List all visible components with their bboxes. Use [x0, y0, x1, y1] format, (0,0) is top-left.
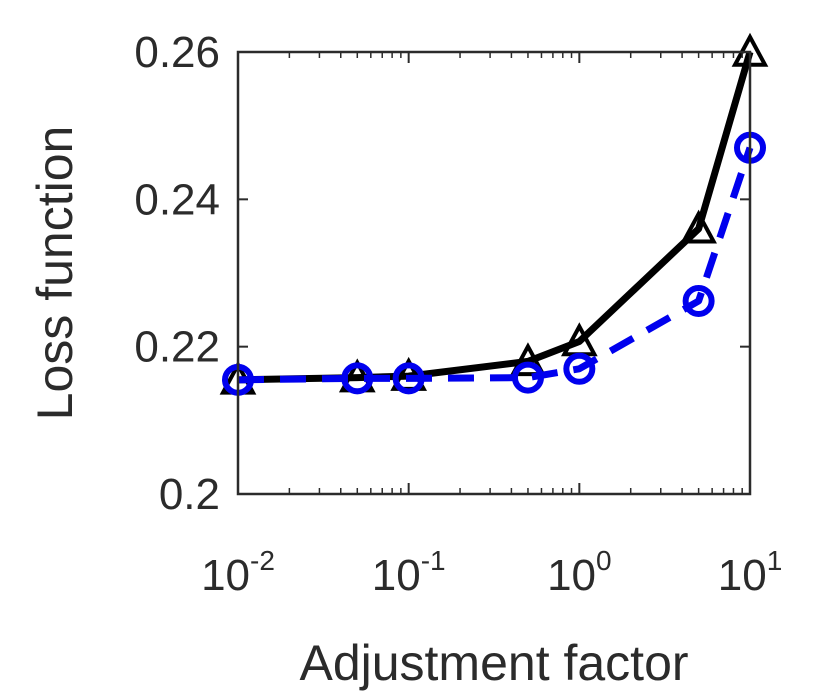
data-point [563, 352, 596, 385]
x-tick-label: 10-1 [372, 545, 446, 600]
y-axis-label: Loss function [27, 126, 83, 421]
plot-frame [236, 50, 752, 496]
axis-ticks [237, 51, 751, 495]
plot-marks [219, 32, 769, 396]
y-tick-label: 0.2 [159, 470, 220, 519]
series-line [237, 146, 754, 384]
series-0 [219, 32, 769, 395]
series-line [237, 51, 754, 384]
data-point [511, 361, 544, 394]
y-tick-label: 0.26 [134, 28, 220, 77]
data-point [341, 362, 374, 395]
x-tick-label: 100 [547, 545, 612, 600]
series-1 [222, 131, 766, 396]
y-tick-label: 0.24 [134, 175, 220, 224]
x-tick-label: 101 [718, 545, 783, 600]
x-axis-label: Adjustment factor [299, 635, 688, 691]
data-point [682, 284, 715, 317]
y-tick-label: 0.22 [134, 323, 220, 372]
data-point [509, 342, 547, 377]
axis-tick-labels: 0.2 0.22 0.24 0.26 10-2 10-1 100 101 [134, 28, 782, 600]
data-point [680, 209, 717, 244]
data-point [392, 362, 425, 395]
x-tick-label: 10-2 [201, 545, 275, 600]
